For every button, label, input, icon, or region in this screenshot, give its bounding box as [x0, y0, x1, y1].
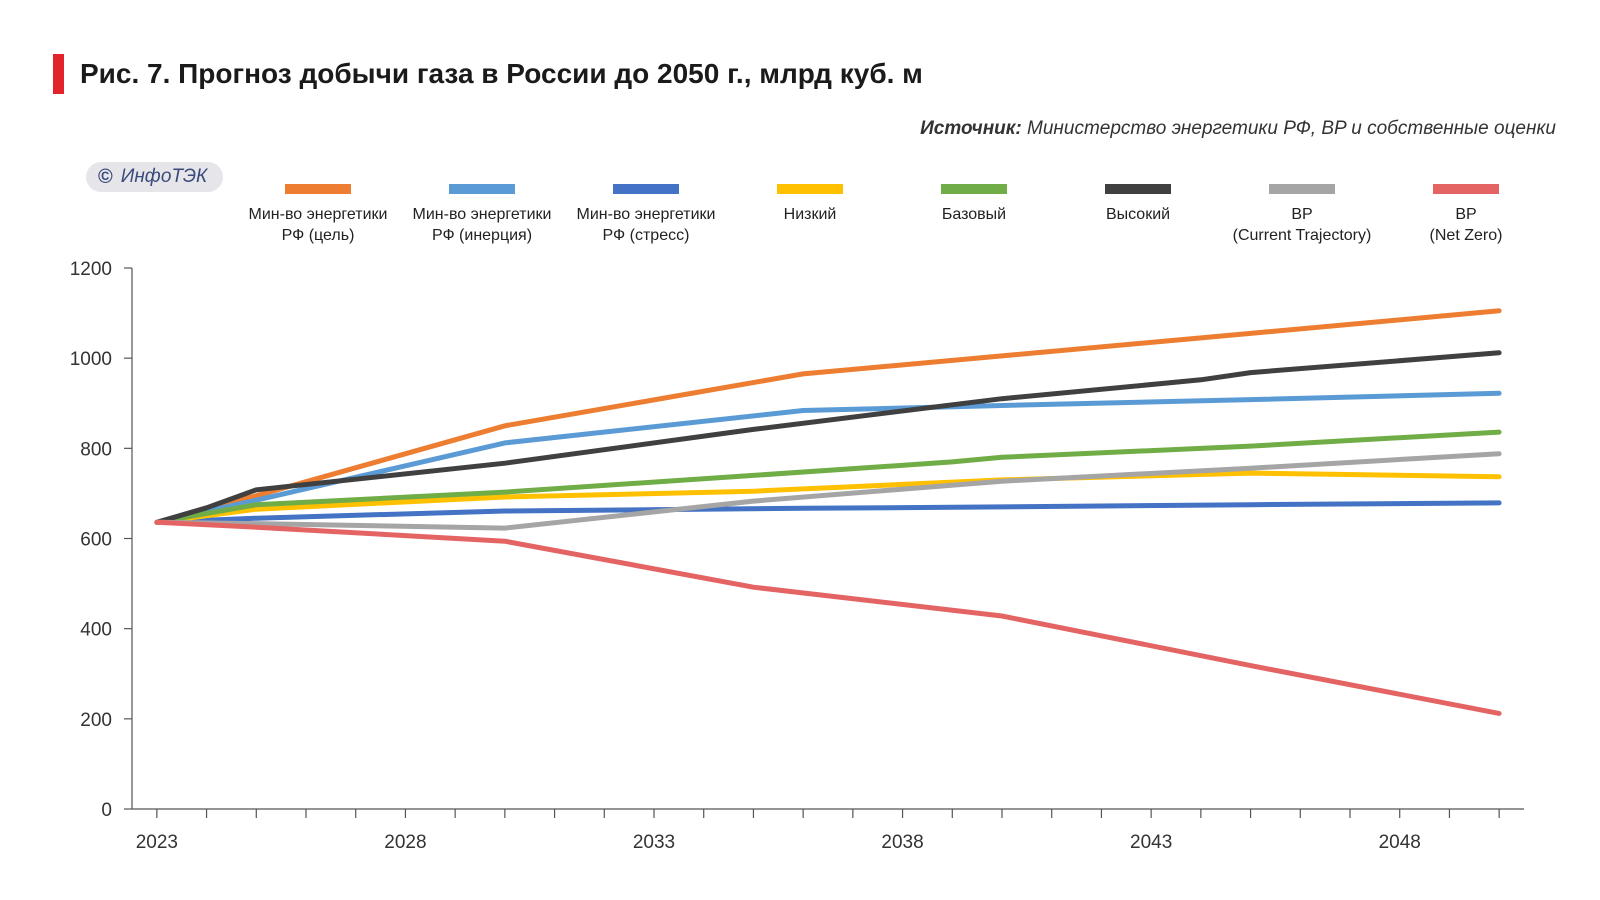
legend-swatch	[1105, 184, 1171, 194]
legend-label: РФ (инерция)	[431, 227, 533, 244]
badge-text: ИнфоТЭК	[120, 166, 208, 187]
chart-title: Рис. 7. Прогноз добычи газа в России до …	[80, 58, 923, 89]
x-tick-label: 2028	[384, 832, 426, 853]
x-tick-label: 2033	[633, 832, 675, 853]
y-tick-label: 400	[80, 620, 112, 641]
legend-swatch	[449, 184, 515, 194]
series-line-5	[154, 429, 1502, 525]
legend-label: Базовый	[941, 206, 1007, 223]
legend-label: BP	[1455, 206, 1477, 223]
infotek-badge: © ИнфоТЭК	[86, 162, 224, 192]
legend-label: Мин-во энергетики	[248, 206, 388, 223]
chart-legend: Мин-во энергетики РФ (цель) Мин-во энергет…	[0, 184, 1600, 254]
legend-item: Мин-во энергетики РФ (стресс)	[564, 184, 728, 246]
y-tick-label: 1200	[70, 259, 112, 280]
series-line-7	[154, 451, 1502, 531]
y-tick-label: 800	[80, 439, 112, 460]
legend-label: (Net Zero)	[1429, 227, 1503, 244]
y-tick-label: 1000	[70, 349, 112, 370]
source-text: Министерство энергетики РФ, BP и собстве…	[1027, 118, 1556, 139]
legend-item: Базовый	[892, 184, 1056, 225]
series-line-2	[154, 390, 1502, 525]
copyright-icon: ©	[98, 165, 113, 188]
legend-swatch	[1269, 184, 1335, 194]
source-note: Источник: Министерство энергетики РФ, BP…	[920, 118, 1556, 140]
series-line-3	[154, 500, 1502, 525]
legend-swatch	[1433, 184, 1499, 194]
x-tick-label: 2023	[136, 832, 178, 853]
legend-item: Мин-во энергетики РФ (инерция)	[400, 184, 564, 246]
legend-label: РФ (цель)	[281, 227, 355, 244]
series-line-8	[154, 519, 1502, 716]
x-tick-label: 2043	[1130, 832, 1172, 853]
legend-label: (Current Trajectory)	[1232, 227, 1372, 244]
legend-swatch	[941, 184, 1007, 194]
legend-label: Высокий	[1105, 206, 1171, 223]
legend-item: Мин-во энергетики РФ (цель)	[236, 184, 400, 246]
series-line-6	[154, 350, 1502, 525]
legend-swatch	[613, 184, 679, 194]
legend-item: Высокий	[1056, 184, 1220, 225]
legend-label: BP	[1291, 206, 1313, 223]
x-tick-label: 2038	[881, 832, 923, 853]
legend-label: РФ (стресс)	[602, 227, 690, 244]
legend-swatch	[285, 184, 351, 194]
series-line-1	[154, 308, 1502, 525]
legend-item: BP (Current Trajectory)	[1220, 184, 1384, 246]
legend-item: Низкий	[728, 184, 892, 225]
legend-item: BP (Net Zero)	[1384, 184, 1548, 246]
legend-label: Низкий	[783, 206, 837, 223]
title-accent-bar	[53, 54, 64, 94]
source-label: Источник:	[920, 118, 1022, 139]
legend-label: Мин-во энергетики	[576, 206, 716, 223]
series-line-4	[154, 470, 1502, 525]
legend-label: Мин-во энергетики	[412, 206, 552, 223]
y-tick-label: 0	[101, 800, 112, 821]
y-tick-label: 600	[80, 530, 112, 551]
y-tick-label: 200	[80, 710, 112, 731]
legend-swatch	[777, 184, 843, 194]
x-tick-label: 2048	[1379, 832, 1421, 853]
